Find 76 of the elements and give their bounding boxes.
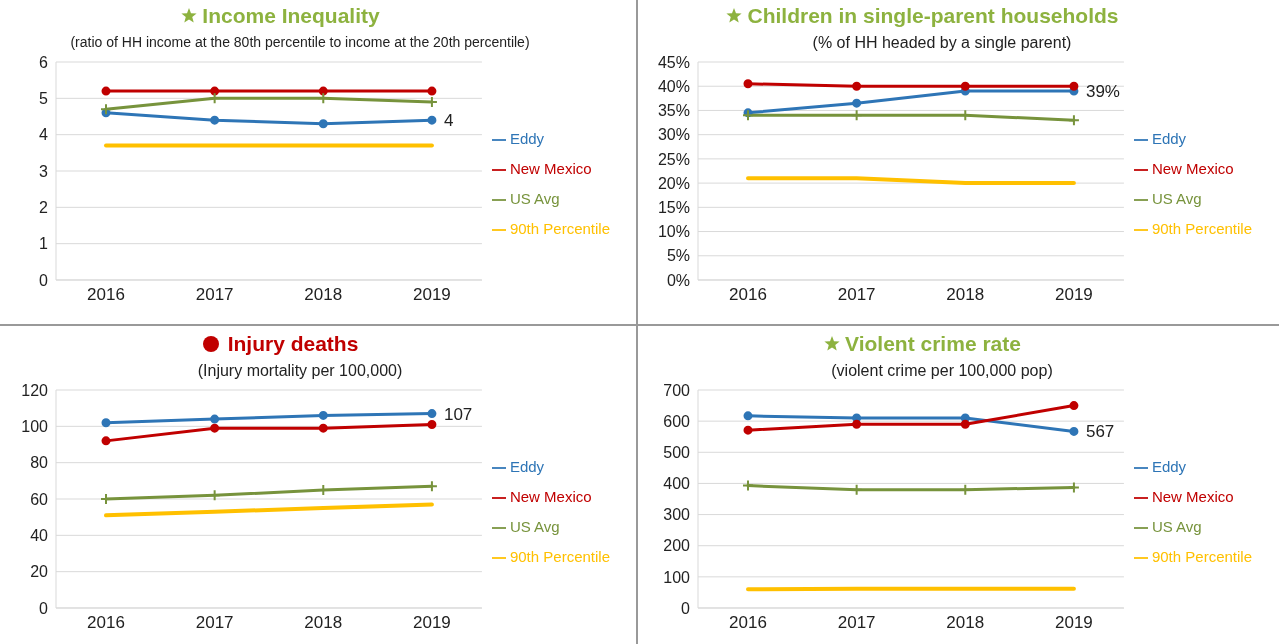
y-tick-label: 700 [663,381,691,399]
x-tick-label: 2017 [837,613,876,633]
x-tick-label: 2018 [304,613,343,633]
y-tick-label: 3 [39,162,49,180]
legend-label: US Avg [509,190,560,207]
y-tick-label: 5 [39,90,49,108]
chart-subtitle: (% of HH headed by a single parent) [811,34,1073,52]
annotation: 567 [1085,422,1115,442]
y-tick-label: 5% [666,247,690,265]
y-tick-label: 15% [657,199,690,217]
legend-label: 90th Percentile [1151,220,1252,237]
chart-title: Income Inequality [202,4,380,28]
y-tick-label: 2 [39,199,49,217]
legend-label: New Mexico [1151,488,1234,505]
x-tick-label: 2019 [1055,285,1093,305]
y-tick-label: 500 [663,443,691,461]
x-tick-label: 2017 [195,285,234,305]
legend-label: Eddy [509,458,545,475]
annotation: 39% [1085,82,1120,102]
y-tick-label: 0 [39,599,49,617]
legend-label: 90th Percentile [509,220,610,237]
y-tick-label: 80 [30,454,49,472]
x-tick-label: 2019 [1055,613,1093,633]
y-tick-label: 60 [30,490,49,508]
x-tick-label: 2018 [304,285,343,305]
y-tick-label: 100 [21,418,49,436]
chart-subtitle: (Injury mortality per 100,000) [196,362,404,380]
y-tick-label: 1 [39,235,49,253]
legend-label: US Avg [1151,518,1202,535]
legend-label: 90th Percentile [509,548,610,565]
chart-subtitle: (ratio of HH income at the 80th percentile to income at the 20th percentile) [69,34,531,50]
y-tick-label: 6 [39,53,49,71]
y-tick-label: 0 [39,271,49,289]
x-tick-label: 2016 [87,285,125,305]
annotation: 4 [443,111,454,131]
legend-label: New Mexico [509,488,592,505]
y-tick-label: 200 [663,537,691,555]
x-tick-label: 2016 [729,613,767,633]
chart-subtitle: (violent crime per 100,000 pop) [830,362,1054,380]
x-tick-label: 2019 [413,613,451,633]
y-tick-label: 10% [657,223,690,241]
y-tick-label: 600 [663,412,691,430]
y-tick-label: 100 [663,568,691,586]
y-tick-label: 0% [666,271,690,289]
y-tick-label: 45% [657,53,690,71]
y-tick-label: 25% [657,150,690,168]
y-tick-label: 20% [657,174,690,192]
legend-label: New Mexico [1151,160,1234,177]
y-tick-label: 20 [30,563,49,581]
legend-label: New Mexico [509,160,592,177]
y-tick-label: 120 [21,381,49,399]
y-tick-label: 0 [681,599,691,617]
x-tick-label: 2016 [729,285,767,305]
legend-label: Eddy [509,130,545,147]
legend-label: Eddy [1151,130,1187,147]
x-tick-label: 2019 [413,285,451,305]
x-tick-label: 2017 [837,285,876,305]
chart-title: Children in single-parent households [747,4,1119,28]
legend-label: US Avg [509,518,560,535]
chart-title: Injury deaths [227,332,359,356]
y-tick-label: 35% [657,102,690,120]
y-tick-label: 40% [657,77,690,95]
y-tick-label: 30% [657,126,690,144]
y-tick-label: 4 [39,126,49,144]
chart-title: Violent crime rate [845,332,1021,356]
annotation: 107 [443,404,473,424]
x-tick-label: 2016 [87,613,125,633]
legend-label: 90th Percentile [1151,548,1252,565]
x-tick-label: 2018 [946,285,985,305]
legend-label: US Avg [1151,190,1202,207]
y-tick-label: 40 [30,527,49,545]
x-tick-label: 2017 [195,613,234,633]
legend-label: Eddy [1151,458,1187,475]
x-tick-label: 2018 [946,613,985,633]
y-tick-label: 400 [663,475,691,493]
y-tick-label: 300 [663,506,691,524]
